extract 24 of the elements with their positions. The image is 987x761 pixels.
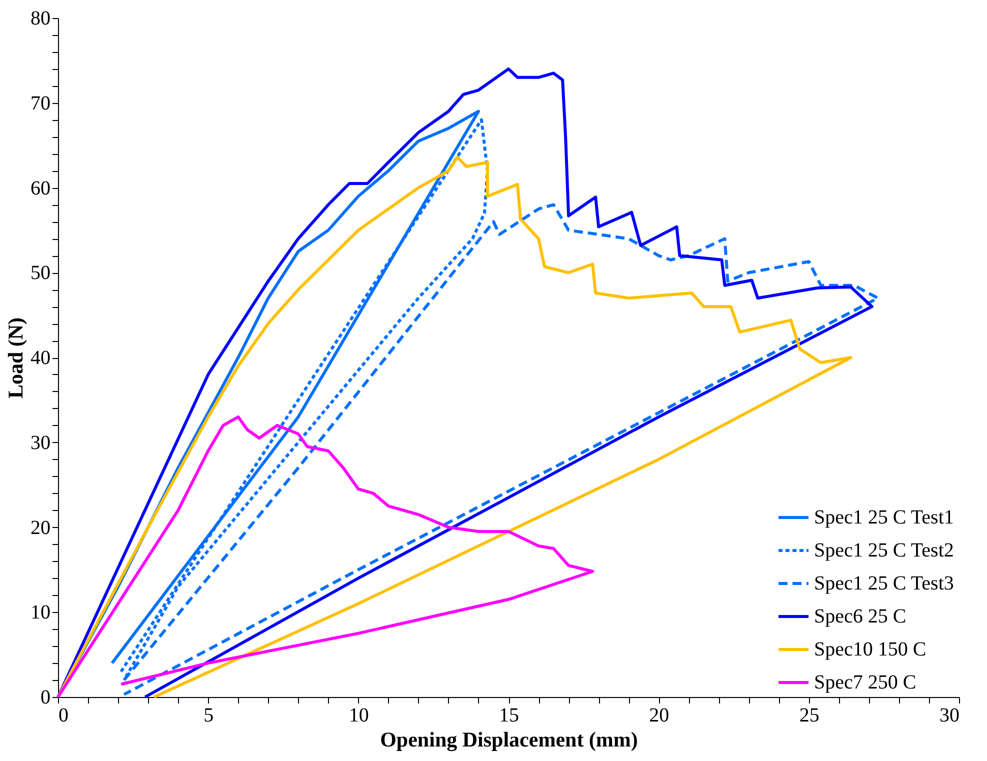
x-tick-label: 15 [499, 704, 519, 726]
y-tick-label: 80 [30, 8, 50, 30]
legend-label: Spec10 150 C [814, 638, 926, 660]
y-tick-label: 70 [30, 92, 50, 114]
x-tick-label: 30 [940, 704, 960, 726]
legend-label: Spec1 25 C Test3 [814, 572, 954, 594]
y-axis-title: Load (N) [4, 317, 28, 399]
x-tick-label: 10 [348, 704, 369, 726]
x-axis-title: Opening Displacement (mm) [380, 728, 638, 752]
y-tick-label: 60 [30, 177, 50, 200]
y-tick-label: 20 [30, 516, 50, 539]
x-tick-label: 20 [649, 704, 670, 726]
legend-label: Spec1 25 C Test1 [814, 506, 954, 528]
legend-label: Spec7 250 C [814, 672, 916, 694]
y-tick-label: 0 [40, 686, 50, 708]
legend-label: Spec6 25 C [814, 606, 906, 628]
x-tick-label: 5 [204, 704, 214, 726]
x-tick-label: 0 [58, 704, 68, 726]
y-tick-label: 40 [30, 347, 50, 369]
x-tick-label: 25 [799, 704, 820, 726]
y-tick-label: 10 [30, 602, 50, 624]
legend-label: Spec1 25 C Test2 [814, 540, 954, 562]
y-tick-label: 30 [30, 432, 50, 454]
y-tick-label: 50 [30, 262, 50, 284]
